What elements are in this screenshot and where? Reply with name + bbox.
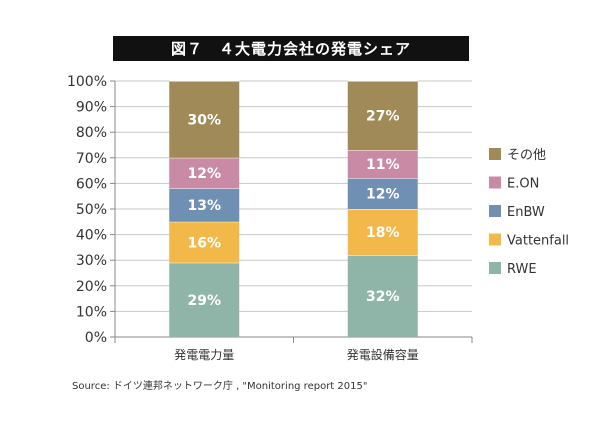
bar-segment — [347, 81, 418, 151]
bar-segment — [347, 255, 418, 337]
y-tick-label: 70% — [76, 151, 107, 167]
chart-title: 図７ ４大電力会社の発電シェア — [170, 40, 411, 58]
legend-label: その他 — [507, 148, 546, 163]
legend-label: RWE — [507, 262, 537, 277]
data-label: 12% — [187, 166, 221, 182]
bar-segment — [169, 188, 240, 222]
y-tick-label: 50% — [76, 202, 107, 218]
bar-segment — [169, 81, 240, 158]
y-tick-label: 20% — [76, 279, 107, 295]
legend-label: Vattenfall — [507, 234, 569, 249]
category-label: 発電電力量 — [174, 348, 234, 362]
y-tick-label: 60% — [76, 176, 107, 192]
data-label: 12% — [366, 187, 400, 203]
y-tick-label: 0% — [85, 330, 107, 346]
y-tick-label: 10% — [76, 304, 107, 320]
y-tick-label: 40% — [76, 228, 107, 244]
data-label: 29% — [187, 293, 221, 309]
bar-segment — [169, 221, 240, 263]
legend-swatch — [489, 262, 501, 274]
data-label: 13% — [187, 198, 221, 214]
source-note: Source: ドイツ連邦ネットワーク庁 , "Monitoring repor… — [72, 381, 368, 392]
legend-swatch — [489, 233, 501, 246]
bar-segment — [347, 209, 418, 256]
y-tick-label: 100% — [67, 74, 107, 90]
legend-label: E.ON — [507, 177, 539, 192]
data-label: 27% — [366, 109, 400, 125]
y-tick-label: 80% — [76, 125, 107, 141]
bar-segment — [347, 150, 418, 179]
bar-segment — [347, 178, 418, 209]
y-tick-label: 90% — [76, 100, 107, 116]
data-label: 18% — [366, 225, 400, 241]
chart-title-bar: 図７ ４大電力会社の発電シェア — [113, 36, 469, 61]
legend-swatch — [489, 148, 501, 160]
bar-segment — [169, 262, 240, 337]
legend-swatch — [489, 176, 501, 189]
data-label: 32% — [366, 289, 400, 305]
data-label: 30% — [187, 112, 221, 128]
legend-label: EnBW — [507, 205, 545, 220]
bar-segment — [169, 157, 240, 189]
data-label: 11% — [366, 157, 400, 173]
legend-swatch — [489, 205, 501, 217]
data-label: 16% — [187, 235, 221, 251]
y-tick-label: 30% — [76, 253, 107, 269]
category-label: 発電設備容量 — [347, 347, 419, 362]
